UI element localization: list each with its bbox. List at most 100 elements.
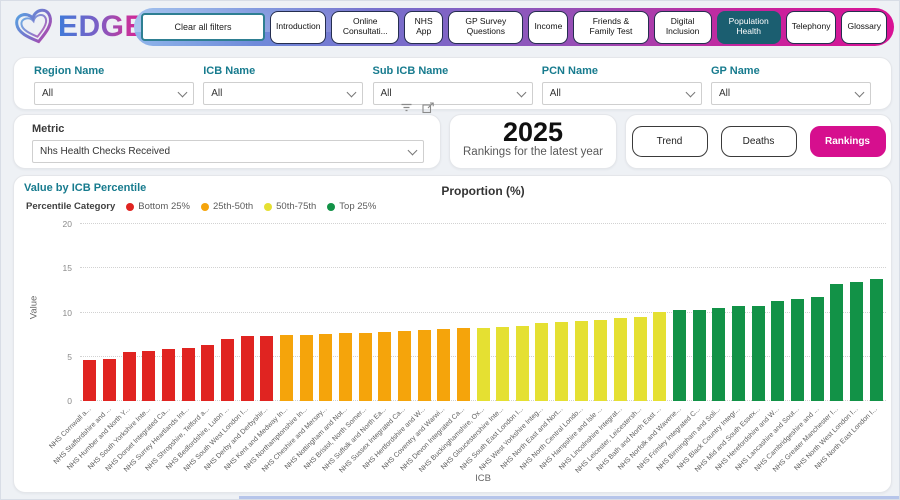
bar-nhs-greater-manchester-i[interactable] [830, 284, 844, 401]
bar-nhs-shropshire-telford-a[interactable] [201, 345, 215, 401]
bar-nhs-norfolk-and-wavene[interactable] [673, 309, 687, 401]
legend-item-50th-75th[interactable]: 50th-75th [264, 201, 316, 212]
bar-nhs-hampshire-and-isle[interactable] [594, 319, 608, 401]
x-tick-label: NHS Birmingham and Soli... [655, 406, 722, 473]
nav-tab-digital-inclusion[interactable]: Digital Inclusion [653, 10, 712, 44]
filter-icon[interactable] [400, 102, 413, 114]
nav-tab-online-consultati[interactable]: Online Consultati... [331, 10, 400, 44]
nav-tab-income[interactable]: Income [528, 10, 569, 44]
filter-dropdown-gp-name[interactable]: All [711, 82, 871, 105]
bar-nhs-staffordshire-and[interactable] [102, 359, 116, 401]
legend-item-25th-50th[interactable]: 25th-50th [200, 201, 253, 212]
nav-tab-introduction[interactable]: Introduction [270, 10, 327, 44]
x-tick-label: NHS Derby and Derbyshir... [203, 406, 270, 473]
bar-nhs-surrey-heartlands-int[interactable] [181, 347, 195, 401]
filter-value: All [380, 88, 392, 99]
filter-value: All [549, 88, 561, 99]
bar-nhs-black-country-integr[interactable] [732, 306, 746, 401]
filter-value: All [719, 88, 731, 99]
filters-row: Region Name All ICB Name All Sub ICB Name All… [14, 58, 891, 105]
bar-nhs-kent-and-medway-in[interactable] [279, 334, 293, 401]
legend-dot-icon [200, 202, 209, 211]
filter-gp-name: GP Name All [711, 65, 871, 105]
trend-button[interactable]: Trend [631, 126, 708, 157]
bar-nhs-north-west-london-i[interactable] [850, 282, 863, 401]
bar-nhs-north-east-london-i[interactable] [869, 278, 883, 401]
bar-nhs-bedfordshire-luton[interactable] [220, 339, 234, 401]
x-tick-label: NHS Herefordshire and W... [714, 406, 781, 473]
bar-nhs-gloucestershire-inte[interactable] [496, 326, 510, 401]
x-tick-label: NHS Nottingham and Not... [283, 406, 349, 471]
bar-nhs-buckinghamshire-ox[interactable] [476, 327, 490, 401]
bar-nhs-north-east-and-nort[interactable] [555, 322, 569, 401]
bar-nhs-frimley-integrated-c[interactable] [692, 309, 706, 401]
bar-nhs-south-west-london-i[interactable] [240, 336, 254, 401]
filter-label: PCN Name [541, 65, 598, 77]
filter-sub-icb-name: Sub ICB Name All [372, 65, 533, 105]
bar-nhs-mid-and-south-essex[interactable] [751, 306, 765, 401]
clear-all-filters-button[interactable]: Clear all filters [141, 13, 265, 41]
chart-legend: Percentile Category Bottom 25% 25th-50th 5… [26, 201, 376, 212]
filter-panel: Region Name All ICB Name All Sub ICB Name All… [13, 57, 892, 110]
filter-dropdown-icb-name[interactable]: All [203, 82, 364, 105]
bar-nhs-hertfordshire-and-w[interactable] [417, 330, 431, 401]
bar-nhs-bath-and-north-east[interactable] [653, 311, 667, 401]
view-buttons-panel: Trend Deaths Rankings [625, 114, 892, 169]
y-tick-label: 15 [62, 263, 72, 274]
legend-item-top-25[interactable]: Top 25% [327, 201, 376, 212]
bar-nhs-nottingham-and-not[interactable] [338, 332, 352, 401]
gridline [80, 311, 886, 313]
bar-nhs-leicester-leicestersh[interactable] [633, 316, 647, 401]
deaths-button[interactable]: Deaths [720, 126, 797, 157]
bar-nhs-northamptonshire-in[interactable] [299, 334, 313, 401]
filter-dropdown-sub-icb-name[interactable]: All [372, 82, 533, 105]
nav-tab-population-health[interactable]: Population Health [716, 10, 781, 44]
x-axis-title: ICB [475, 473, 491, 484]
x-tick-label: NHS Shropshire, Telford a... [144, 406, 211, 473]
x-tick-label: NHS Frimley Integrated C... [636, 406, 703, 472]
popout-icon[interactable] [422, 102, 435, 114]
filter-dropdown-region-name[interactable]: All [34, 82, 194, 105]
bar-nhs-dorset-integrated-ca[interactable] [161, 348, 175, 401]
bar-nhs-humber-and-north-y[interactable] [122, 352, 136, 401]
bar-nhs-west-yorkshire-integ[interactable] [535, 323, 549, 401]
bar-nhs-bristol-north-somer[interactable] [358, 332, 372, 401]
bar-nhs-south-yorkshire-inte[interactable] [142, 351, 156, 401]
y-tick-label: 5 [67, 351, 72, 362]
bar-nhs-sussex-integrated-ca[interactable] [397, 331, 411, 401]
x-tick-label: NHS Hertfordshire and W... [362, 406, 427, 471]
bar-nhs-birmingham-and-soli[interactable] [712, 308, 726, 401]
nav-tab-glossary[interactable]: Glossary [841, 10, 887, 44]
year-value: 2025 [502, 117, 564, 147]
bar-nhs-suffolk-and-north-ea[interactable] [378, 331, 392, 401]
bar-nhs-lancashire-and-sout[interactable] [791, 299, 805, 401]
filter-dropdown-pcn-name[interactable]: All [541, 82, 702, 105]
legend-title: Percentile Category [26, 201, 116, 212]
metric-dropdown[interactable]: Nhs Health Checks Received [32, 140, 424, 163]
bar-nhs-devon-integrated-ca[interactable] [456, 328, 470, 401]
nav-tab-nhs-app[interactable]: NHS App [404, 10, 444, 44]
bar-nhs-derby-and-derbyshir[interactable] [260, 335, 274, 401]
bar-nhs-north-central-londo[interactable] [574, 321, 588, 401]
bar-nhs-south-east-london-i[interactable] [515, 325, 529, 401]
x-tick-label: NHS Cornwall a... [48, 406, 93, 451]
bar-nhs-cambridgeshire-and[interactable] [810, 297, 824, 401]
rankings-button[interactable]: Rankings [809, 126, 886, 157]
x-tick-label: NHS Cambridgeshire and ... [753, 406, 821, 473]
chevron-down-icon [407, 145, 418, 155]
filter-label: ICB Name [203, 65, 256, 77]
nav-tab-gp-survey-questions[interactable]: GP Survey Questions [448, 10, 524, 44]
bar-nhs-herefordshire-and-w[interactable] [771, 301, 785, 401]
nav-tab-telephony[interactable]: Telephony [785, 10, 837, 44]
x-tick-label: NHS Mid and South Essex... [693, 406, 762, 474]
chevron-down-icon [346, 87, 357, 97]
bar-nhs-lincolnshire-integrat[interactable] [614, 317, 628, 401]
bar-nhs-coventry-and-warwi[interactable] [437, 329, 451, 401]
chart-panel: Value by ICB Percentile Proportion (%) P… [13, 175, 892, 493]
bar-nhs-cornwall-a[interactable] [83, 360, 97, 401]
bar-nhs-cheshire-and-mersey[interactable] [319, 333, 333, 401]
nav-tab-friends-family-test[interactable]: Friends & Family Test [573, 10, 649, 44]
legend-item-bottom-25[interactable]: Bottom 25% [126, 201, 190, 212]
visual-header-icons [400, 102, 435, 114]
